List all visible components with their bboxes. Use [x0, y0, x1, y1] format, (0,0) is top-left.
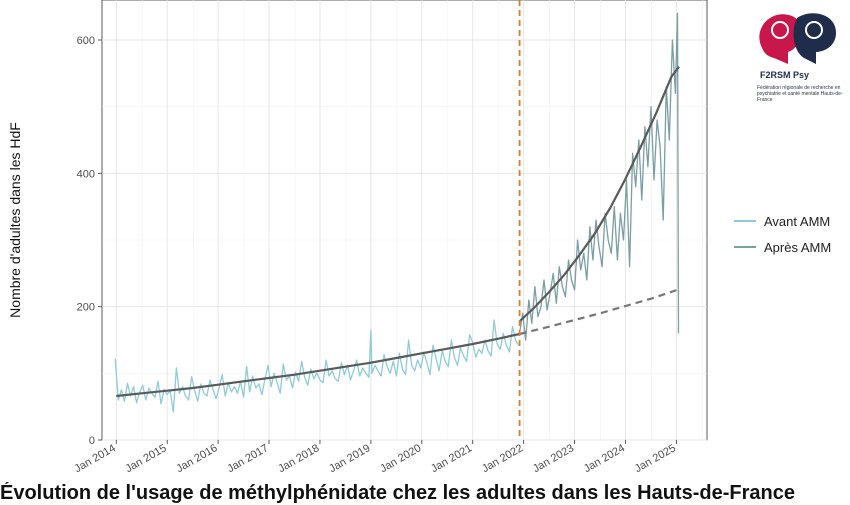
series-line-2 [116, 332, 520, 398]
x-tick-label: Jan 2020 [378, 442, 423, 475]
x-tick-label: Jan 2014 [73, 442, 118, 475]
y-tick-label: 400 [77, 168, 95, 180]
legend: Avant AMM Après AMM [734, 208, 831, 260]
y-tick-label: 0 [89, 435, 95, 447]
logo-subtitle: Fédération régionale de recherche en psy… [757, 85, 843, 103]
x-tick-label: Jan 2019 [327, 442, 372, 475]
legend-label-avant: Avant AMM [764, 213, 831, 229]
series-layer [114, 0, 680, 440]
x-tick-label: Jan 2025 [633, 442, 678, 475]
x-tick-label: Jan 2016 [174, 442, 219, 475]
x-tick-label: Jan 2022 [480, 442, 525, 475]
x-tick-label: Jan 2018 [276, 442, 321, 475]
x-tick-label: Jan 2021 [429, 442, 474, 475]
series-line-4 [519, 288, 680, 336]
x-tick-label: Jan 2023 [531, 442, 576, 475]
logo-title: F2RSM Psy [760, 70, 810, 80]
series-line-1 [518, 12, 680, 341]
x-tick-label: Jan 2015 [123, 442, 168, 475]
x-tick-label: Jan 2024 [582, 442, 627, 475]
y-axis-label: Nombre d'adultes dans les HdF [7, 122, 23, 318]
legend-key-apres [734, 246, 756, 248]
y-tick-label: 200 [77, 302, 95, 314]
f2rsm-logo-icon [759, 13, 837, 64]
legend-label-apres: Après AMM [764, 239, 832, 255]
figure-caption: Évolution de l'usage de méthylphénidate … [0, 482, 795, 504]
series-line-3 [518, 66, 680, 323]
legend-item-avant: Avant AMM [734, 208, 831, 234]
grid-lines [102, 0, 707, 441]
y-tick-label: 600 [77, 35, 95, 47]
legend-key-avant [734, 220, 756, 222]
x-tick-label: Jan 2017 [225, 442, 270, 475]
legend-item-apres: Après AMM [734, 234, 831, 260]
